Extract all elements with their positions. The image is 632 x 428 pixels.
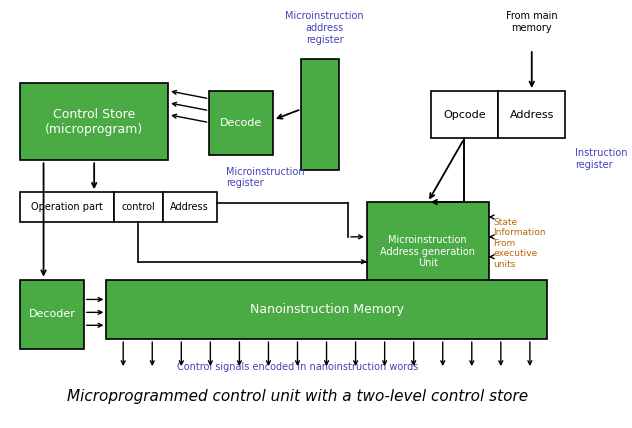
FancyBboxPatch shape bbox=[367, 202, 489, 301]
Text: Decoder: Decoder bbox=[28, 309, 75, 319]
Text: Opcode: Opcode bbox=[443, 110, 485, 120]
Text: Address: Address bbox=[509, 110, 554, 120]
FancyBboxPatch shape bbox=[20, 83, 168, 160]
Text: Decode: Decode bbox=[220, 118, 262, 128]
Text: Operation part: Operation part bbox=[31, 202, 103, 212]
Text: Control signals encoded in nanoinstruction words: Control signals encoded in nanoinstructi… bbox=[177, 362, 418, 372]
Text: Address: Address bbox=[171, 202, 209, 212]
Text: From main
memory: From main memory bbox=[506, 11, 557, 33]
FancyBboxPatch shape bbox=[498, 91, 566, 139]
FancyBboxPatch shape bbox=[162, 192, 217, 222]
Text: State
Information
From
executive
units: State Information From executive units bbox=[494, 218, 546, 269]
Text: Microprogrammed control unit with a two-level control store: Microprogrammed control unit with a two-… bbox=[67, 389, 528, 404]
Text: Instruction
register: Instruction register bbox=[575, 149, 628, 170]
FancyBboxPatch shape bbox=[20, 279, 84, 349]
FancyBboxPatch shape bbox=[106, 279, 547, 339]
Text: Microinstruction
address
register: Microinstruction address register bbox=[286, 11, 364, 45]
FancyBboxPatch shape bbox=[209, 91, 273, 155]
FancyBboxPatch shape bbox=[430, 91, 498, 139]
FancyBboxPatch shape bbox=[301, 59, 339, 170]
FancyBboxPatch shape bbox=[20, 192, 114, 222]
FancyBboxPatch shape bbox=[114, 192, 162, 222]
Text: Control Store
(microprogram): Control Store (microprogram) bbox=[45, 107, 143, 136]
Text: Microinstruction
Address generation
Unit: Microinstruction Address generation Unit bbox=[380, 235, 475, 268]
Text: Nanoinstruction Memory: Nanoinstruction Memory bbox=[250, 303, 404, 316]
Text: control: control bbox=[121, 202, 155, 212]
Text: Microinstruction
register: Microinstruction register bbox=[226, 166, 305, 188]
